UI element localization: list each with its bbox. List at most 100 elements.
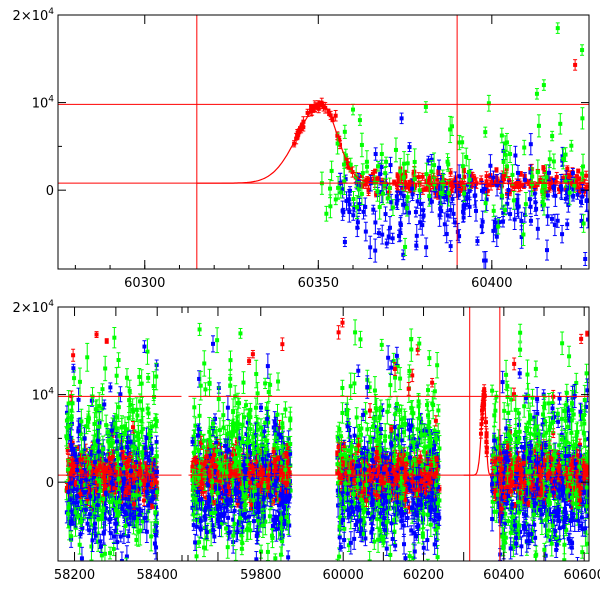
bottom-data-point bbox=[264, 435, 269, 446]
bottom-data-point bbox=[145, 338, 150, 365]
top-data-point bbox=[553, 184, 558, 207]
bottom-data-point bbox=[111, 541, 116, 557]
bottom-x-tick-label: 60000 bbox=[323, 568, 364, 583]
top-data-point bbox=[519, 225, 524, 249]
bottom-data-point bbox=[83, 503, 88, 516]
bottom-data-point bbox=[517, 368, 522, 379]
top-data-point bbox=[398, 185, 403, 201]
bottom-data-point bbox=[108, 546, 113, 560]
bottom-data-point bbox=[280, 413, 285, 434]
bottom-data-point bbox=[114, 432, 119, 451]
bottom-data-point bbox=[564, 383, 569, 402]
top-data-point bbox=[407, 142, 412, 153]
bottom-data-point bbox=[231, 469, 236, 478]
bottom-data-point bbox=[348, 531, 353, 555]
top-data-point bbox=[354, 195, 359, 219]
top-data-point bbox=[491, 170, 496, 185]
top-data-point bbox=[455, 222, 460, 241]
top-data-point bbox=[342, 236, 347, 248]
bottom-data-point bbox=[263, 454, 268, 477]
bottom-data-point bbox=[104, 338, 109, 344]
bottom-data-point bbox=[500, 370, 505, 394]
bottom-data-point bbox=[120, 504, 125, 514]
top-data-point bbox=[516, 194, 521, 219]
bottom-data-point bbox=[435, 352, 440, 379]
bottom-data-point bbox=[251, 486, 256, 515]
bottom-data-point bbox=[433, 415, 438, 427]
bottom-data-point bbox=[79, 408, 84, 435]
bottom-data-point bbox=[153, 523, 158, 547]
bottom-data-point bbox=[69, 530, 74, 542]
top-data-point bbox=[529, 171, 534, 197]
top-data-point bbox=[383, 206, 388, 222]
bottom-data-point bbox=[113, 481, 118, 495]
bottom-data-point bbox=[502, 402, 507, 420]
bottom-data-point bbox=[335, 558, 340, 561]
bottom-data-point bbox=[120, 477, 125, 501]
bottom-data-point bbox=[276, 372, 281, 391]
top-data-point bbox=[360, 163, 365, 183]
top-data-point bbox=[346, 189, 351, 210]
top-data-point bbox=[491, 204, 496, 218]
bottom-data-point bbox=[249, 499, 254, 511]
bottom-data-point bbox=[112, 326, 117, 349]
bottom-data-point bbox=[117, 426, 122, 446]
top-data-point bbox=[379, 143, 384, 165]
top-data-point bbox=[418, 214, 423, 230]
top-data-point bbox=[535, 159, 540, 185]
top-data-point bbox=[518, 171, 523, 177]
bottom-data-point bbox=[216, 386, 221, 412]
bottom-data-point bbox=[84, 418, 89, 435]
bottom-data-point bbox=[340, 402, 345, 424]
bottom-data-point bbox=[288, 411, 293, 430]
bottom-data-point bbox=[235, 499, 240, 508]
bottom-x-tick-label: 59800 bbox=[240, 568, 281, 583]
bottom-data-point bbox=[154, 362, 159, 391]
top-data-point bbox=[414, 240, 419, 251]
top-data-point bbox=[342, 124, 347, 139]
top-data-point bbox=[384, 156, 389, 168]
bottom-data-point bbox=[203, 507, 208, 530]
top-data-point bbox=[373, 210, 378, 235]
top-data-point bbox=[500, 216, 505, 228]
top-data-point bbox=[368, 235, 373, 259]
bottom-panel-season-3-4-data bbox=[295, 307, 589, 561]
bottom-data-point bbox=[388, 544, 393, 561]
bottom-data-point bbox=[238, 327, 243, 339]
top-data-point bbox=[460, 136, 465, 149]
bottom-data-point bbox=[73, 446, 78, 462]
bottom-data-point bbox=[256, 482, 261, 488]
bottom-x-tick-label: 60600 bbox=[564, 568, 600, 583]
bottom-data-point bbox=[71, 477, 76, 500]
bottom-data-point bbox=[283, 401, 288, 418]
bottom-data-point bbox=[282, 519, 287, 529]
top-data-point bbox=[399, 112, 404, 125]
bottom-data-point bbox=[514, 465, 519, 472]
bottom-data-point bbox=[417, 336, 422, 351]
top-data-point bbox=[552, 213, 557, 237]
top-data-point bbox=[351, 209, 356, 221]
top-data-point bbox=[324, 205, 329, 222]
top-data-point bbox=[475, 236, 480, 246]
bottom-data-point bbox=[260, 512, 265, 538]
bottom-y-tick-label: 2×104 bbox=[13, 299, 55, 316]
top-data-point bbox=[580, 44, 585, 56]
bottom-panel-season-2-data bbox=[188, 322, 295, 561]
bottom-data-point bbox=[194, 517, 199, 536]
bottom-data-point bbox=[269, 528, 274, 543]
top-data-point bbox=[510, 164, 515, 186]
bottom-data-point bbox=[254, 551, 259, 561]
bottom-data-point bbox=[379, 338, 384, 351]
bottom-data-point bbox=[340, 317, 345, 328]
top-data-point bbox=[405, 153, 410, 173]
bottom-data-point bbox=[87, 525, 92, 535]
top-data-point bbox=[511, 191, 516, 210]
bottom-data-point bbox=[231, 525, 236, 547]
bottom-data-point bbox=[130, 398, 135, 421]
bottom-data-point bbox=[435, 545, 440, 561]
bottom-data-point bbox=[191, 507, 196, 522]
top-data-point bbox=[380, 224, 385, 245]
top-data-point bbox=[549, 214, 554, 224]
